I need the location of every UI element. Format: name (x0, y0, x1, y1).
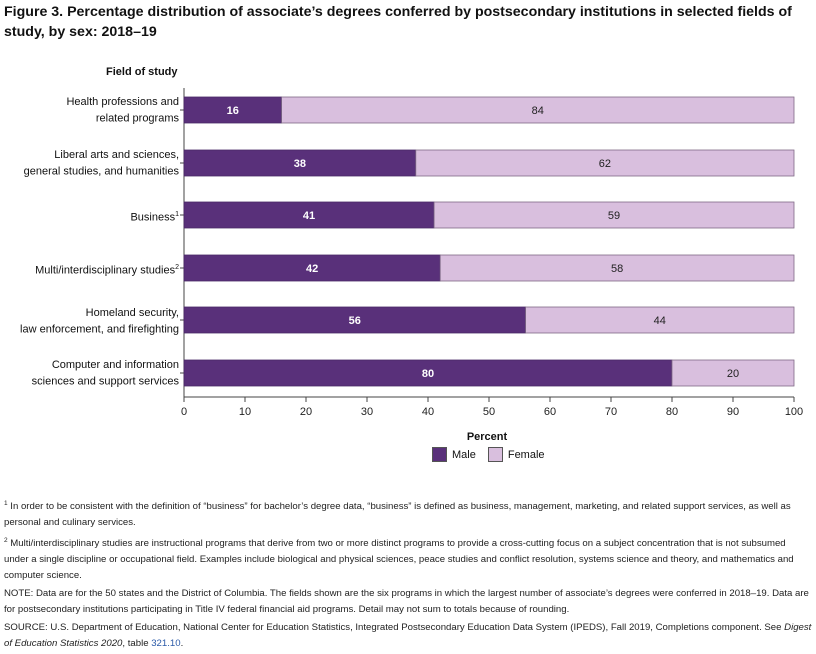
category-label-line1: Health professions and (66, 96, 179, 108)
data-label-male: 16 (227, 105, 239, 117)
x-tick-label: 60 (544, 406, 556, 418)
data-label-male: 56 (349, 315, 361, 327)
source-text: SOURCE: U.S. Department of Education, Na… (4, 622, 785, 634)
category-label-multi: Multi/interdisciplinary studies2 (1, 261, 179, 278)
data-label-male: 41 (303, 210, 315, 222)
footnote-text: In order to be consistent with the defin… (4, 501, 791, 529)
category-label-homeland: Homeland security, law enforcement, and … (1, 306, 179, 337)
bar-male (183, 306, 527, 334)
data-label-male: 38 (294, 158, 306, 170)
category-label-health: Health professions and related programs (1, 95, 179, 126)
legend-label-male: Male (452, 448, 476, 461)
footnote-text: Multi/interdisciplinary studies are inst… (4, 538, 794, 582)
chart-title: Figure 3. Percentage distribution of ass… (4, 4, 792, 40)
y-axis-title: Field of study (106, 66, 178, 78)
bar-male (183, 359, 673, 387)
bar-female (671, 359, 795, 387)
category-label-line1: Homeland security, (85, 307, 179, 319)
category-label-line2: general studies, and humanities (23, 165, 179, 178)
data-label-female: 44 (654, 315, 666, 327)
footnote-number: 1 (4, 500, 8, 507)
category-label-business: Business1 (1, 208, 179, 225)
bar-female (439, 254, 795, 282)
category-label-line2: sciences and support services (31, 375, 179, 388)
category-label-line2: Business (130, 211, 176, 224)
chart-plot: 0 10 20 30 40 50 60 70 80 90 100 16 84 38 62 41 59 42 58 56… (180, 88, 803, 418)
footnote-2: 2 Multi/interdisciplinary studies are in… (4, 533, 812, 584)
footnote-1: 1 In order to be consistent with the def… (4, 496, 812, 531)
x-tick-label: 40 (422, 406, 434, 418)
category-label-line2: Multi/interdisciplinary studies (35, 264, 176, 277)
bar-female (433, 201, 795, 229)
x-tick-label: 80 (666, 406, 678, 418)
data-label-female: 20 (727, 368, 739, 380)
legend-item-male: Male (432, 447, 476, 462)
bar-male (183, 201, 435, 229)
x-tick-label: 0 (181, 406, 187, 418)
x-axis-title: Percent (466, 431, 508, 443)
bar-female (281, 96, 795, 124)
bar-male (183, 254, 441, 282)
legend-swatch-male (432, 447, 447, 462)
footnote-number: 2 (4, 537, 8, 545)
category-label-line1: Liberal arts and sciences, (54, 149, 179, 161)
x-tick-label: 30 (361, 406, 373, 418)
legend-label-female: Female (507, 448, 545, 461)
x-tick-label: 50 (483, 406, 495, 418)
legend-item-female: Female (487, 447, 545, 462)
source-text-table: , table (122, 638, 152, 650)
x-tick-label: 70 (605, 406, 617, 418)
bar-female (415, 149, 795, 177)
category-label-computer: Computer and information sciences and su… (1, 358, 179, 389)
source-text-end: . (180, 638, 184, 650)
category-label-liberal-arts: Liberal arts and sciences, general studi… (1, 148, 179, 179)
data-label-female: 84 (532, 105, 544, 117)
legend: Male Female (432, 447, 557, 462)
category-label-line2: law enforcement, and firefighting (20, 323, 179, 336)
x-tick-label: 20 (300, 406, 312, 418)
data-label-female: 62 (599, 158, 611, 170)
x-tick-label: 90 (727, 406, 739, 418)
legend-swatch-female (487, 447, 503, 462)
data-label-male: 80 (422, 368, 434, 380)
source: SOURCE: U.S. Department of Education, Na… (4, 620, 812, 652)
category-footnote-ref: 2 (175, 264, 179, 271)
x-tick-label: 100 (785, 406, 803, 418)
source-digest-title: Digest of Education Statistics 2020 (4, 622, 812, 650)
category-footnote-ref: 1 (175, 211, 179, 218)
x-tick-label: 10 (239, 406, 251, 418)
data-label-female: 58 (611, 263, 623, 275)
data-label-female: 59 (608, 210, 620, 222)
category-label-line1: Computer and information (51, 359, 179, 371)
note: NOTE: Data are for the 50 states and the… (4, 588, 809, 616)
bar-male (183, 149, 417, 177)
bar-female (525, 306, 795, 334)
data-label-male: 42 (306, 263, 318, 275)
footnotes: 1 In order to be consistent with the def… (4, 496, 812, 654)
source-table-link[interactable]: 321.10 (151, 638, 181, 650)
category-label-line2: related programs (95, 112, 179, 125)
